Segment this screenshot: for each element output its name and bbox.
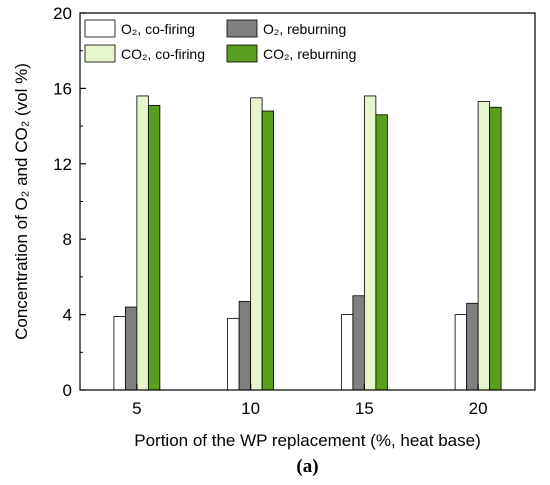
legend-label: CO₂, reburning xyxy=(263,46,356,62)
bar xyxy=(477,101,491,391)
y-tick-label: 0 xyxy=(63,381,72,400)
bar xyxy=(340,314,354,391)
bar xyxy=(375,114,388,391)
bar xyxy=(352,295,365,391)
y-axis: 0 4 8 12 16 20 xyxy=(53,4,86,400)
legend-swatch xyxy=(226,44,258,63)
panel-label: (a) xyxy=(296,456,318,477)
y-tick-label: 16 xyxy=(53,79,72,98)
x-axis: 5 10 15 20 xyxy=(132,384,488,418)
legend-label: O₂, co-firing xyxy=(121,21,195,37)
x-tick-label: 20 xyxy=(469,399,488,418)
bar xyxy=(124,306,138,391)
bar xyxy=(261,110,275,391)
bar xyxy=(136,95,149,391)
bar xyxy=(147,104,161,391)
legend-swatch xyxy=(84,19,116,38)
y-tick-label: 4 xyxy=(63,306,72,325)
legend-label: CO₂, co-firing xyxy=(121,46,205,62)
y-axis-title: Concentration of O₂ and CO₂ (vol %) xyxy=(12,63,31,340)
x-tick-label: 5 xyxy=(132,399,141,418)
legend-swatch xyxy=(226,19,258,38)
x-axis-title: Portion of the WP replacement (%, heat b… xyxy=(134,431,480,450)
legend-swatch xyxy=(84,44,116,63)
y-tick-label: 8 xyxy=(63,230,72,249)
bar xyxy=(363,95,377,391)
bars-group xyxy=(113,95,502,391)
bar xyxy=(454,314,468,391)
y-tick-label: 20 xyxy=(53,4,72,23)
y-tick-label: 12 xyxy=(53,155,72,174)
bar xyxy=(227,317,240,391)
bar xyxy=(250,97,263,391)
legend: O₂, co-firing O₂, reburning CO₂, co-firing… xyxy=(84,19,356,63)
bar xyxy=(466,302,479,391)
x-tick-label: 15 xyxy=(355,399,374,418)
x-tick-label: 10 xyxy=(241,399,260,418)
bar xyxy=(489,106,502,391)
bar xyxy=(238,301,252,391)
bar xyxy=(113,316,126,391)
legend-label: O₂, reburning xyxy=(263,21,346,37)
